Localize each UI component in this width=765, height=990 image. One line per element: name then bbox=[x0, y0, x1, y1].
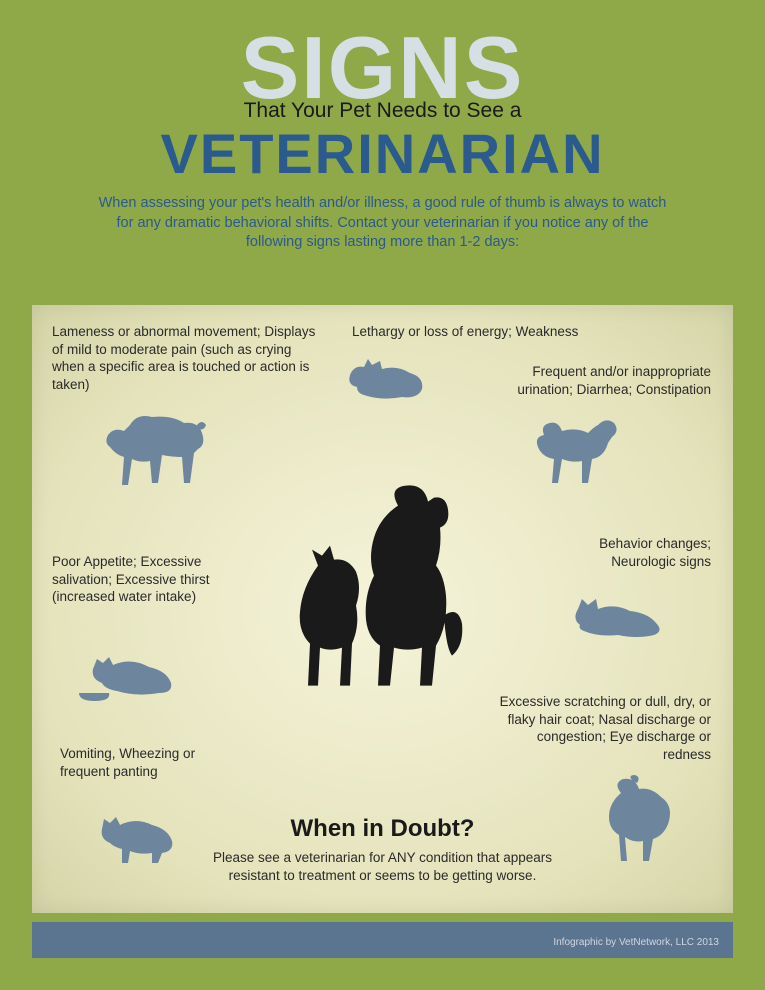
subtitle: That Your Pet Needs to See a bbox=[0, 99, 765, 123]
dog-and-cat-icon bbox=[268, 476, 498, 706]
credit-text: Infographic by VetNetwork, LLC 2013 bbox=[553, 937, 719, 948]
dog-limping-icon bbox=[102, 405, 212, 495]
small-dog-icon bbox=[528, 413, 623, 493]
sign-scratching: Excessive scratching or dull, dry, or fl… bbox=[491, 693, 711, 763]
doubt-section: When in Doubt? Please see a veterinarian… bbox=[203, 815, 563, 885]
dog-scratching-icon bbox=[591, 773, 691, 873]
title-signs: SIGNS bbox=[0, 28, 765, 107]
doubt-title: When in Doubt? bbox=[203, 815, 563, 843]
title-veterinarian: VETERINARIAN bbox=[0, 121, 765, 186]
content-panel: Lameness or abnormal movement; Displays … bbox=[32, 305, 733, 913]
sign-appetite: Poor Appetite; Excessive salivation; Exc… bbox=[52, 553, 242, 606]
footer-bar: Infographic by VetNetwork, LLC 2013 bbox=[32, 922, 733, 958]
cat-lying-icon bbox=[342, 347, 432, 405]
intro-text: When assessing your pet's health and/or … bbox=[93, 194, 673, 253]
sign-lethargy: Lethargy or loss of energy; Weakness bbox=[352, 323, 612, 341]
sign-urination: Frequent and/or inappropriate urination;… bbox=[481, 363, 711, 398]
header: SIGNS That Your Pet Needs to See a VETER… bbox=[0, 0, 765, 253]
cat-crouching-icon bbox=[568, 583, 668, 643]
cat-vomiting-icon bbox=[92, 793, 187, 868]
sign-vomiting: Vomiting, Wheezing or frequent panting bbox=[60, 745, 240, 780]
sign-lameness: Lameness or abnormal movement; Displays … bbox=[52, 323, 322, 393]
cat-eating-icon bbox=[77, 635, 187, 705]
sign-behavior: Behavior changes; Neurologic signs bbox=[531, 535, 711, 570]
doubt-text: Please see a veterinarian for ANY condit… bbox=[203, 849, 563, 885]
